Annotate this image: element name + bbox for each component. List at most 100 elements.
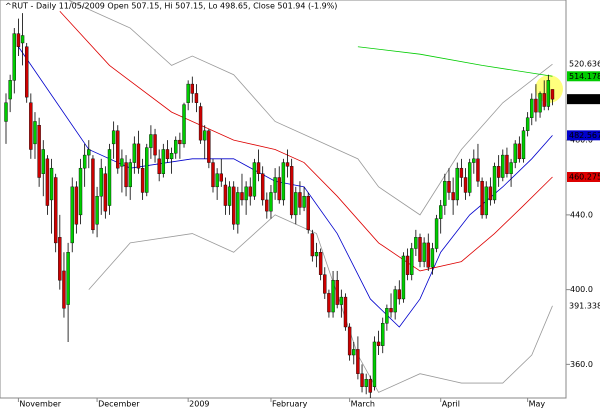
candle-body [509,162,513,174]
candle-body [277,177,281,201]
x-tick-label: November [19,400,61,409]
candle-body [467,162,472,193]
candle-body [103,173,108,212]
y-tick-label: 440.0 [570,210,593,219]
candle-body [215,173,219,188]
candle-body [132,143,137,163]
candle-body [182,104,186,145]
candle-body [360,373,364,387]
chart-title: ^RUT - Daily 11/05/2009 Open 507.15, Hi … [5,2,337,11]
candle-body [45,158,50,206]
candle-body [231,186,236,225]
candle-body [145,147,149,193]
candle-body [455,167,459,201]
candle-body [538,93,542,113]
candle-body [223,184,228,206]
value-box [567,171,600,182]
value-label: 460.275 [569,172,600,181]
value-label: 482.567 [569,131,600,140]
y-tick-label: 400.0 [570,285,593,294]
candle-body [546,80,551,107]
candle-body [269,192,273,212]
candle-body [33,121,37,145]
candle-body [426,242,430,268]
candle-body [25,46,29,98]
candle-body [207,130,211,163]
candle-body [410,248,414,275]
candle-body [74,186,79,225]
candle-body [376,341,381,346]
candle-body [480,181,484,216]
candle-body [513,143,517,163]
candle-body [302,195,306,208]
candle-body [530,98,534,118]
candle-body [49,167,54,201]
candle-body [37,124,41,178]
candle-body [58,237,62,281]
candle-body [422,242,426,262]
candle-body [41,149,45,174]
x-tick-label: March [351,400,375,409]
indicator-line [67,0,553,216]
candle-body [8,80,12,100]
candle-body [281,162,286,201]
marks [4,0,570,402]
candle-body [294,192,298,216]
value-box [567,71,600,82]
candle-body [78,167,83,216]
candle-body [128,162,132,188]
candle-body [99,167,103,197]
candle-body [447,181,451,193]
candle-body [401,255,406,300]
candle-body [472,158,476,163]
candle-body [289,166,294,216]
candle-body [496,166,501,178]
candle-body [203,130,207,141]
candle-body [439,205,443,219]
candle-body [62,270,66,309]
candle-body [389,308,393,313]
candle-body [323,274,327,294]
candle-body [240,192,244,201]
candle-body [314,252,319,257]
value-label: 520.636 [569,60,600,69]
candle-body [517,143,522,160]
candle-body [95,195,99,225]
candle-body [381,323,385,346]
candle-body [550,89,555,100]
candle-body [124,162,128,188]
candle-body [451,192,455,201]
candle-body [488,186,493,201]
candle-body [459,167,464,178]
candle-body [174,139,178,154]
x-tick-label: February [272,400,308,409]
candle-body [331,280,335,313]
candle-body [120,158,124,167]
candle-body [149,134,153,148]
candle-body [405,255,410,275]
candle-body [53,177,58,244]
candle-body [397,289,401,300]
x-tick-label: December [98,400,140,409]
candle-body [66,252,70,305]
candle-body [484,186,488,216]
candle-body [82,154,87,169]
candle-body [111,130,116,145]
candle-body [492,166,497,201]
value-box [567,130,600,141]
candle-body [418,237,422,262]
value-label: 391.338 [569,301,600,310]
candle-body [161,149,166,174]
candle-body [236,192,240,225]
candle-body [347,326,352,356]
candle-body [194,93,199,103]
candle-body [476,158,480,182]
candle-body [70,186,74,244]
candle-body [178,139,182,145]
candle-body [327,293,331,313]
candle-body [364,379,368,387]
value-box [567,94,600,105]
candle-body [252,162,257,197]
